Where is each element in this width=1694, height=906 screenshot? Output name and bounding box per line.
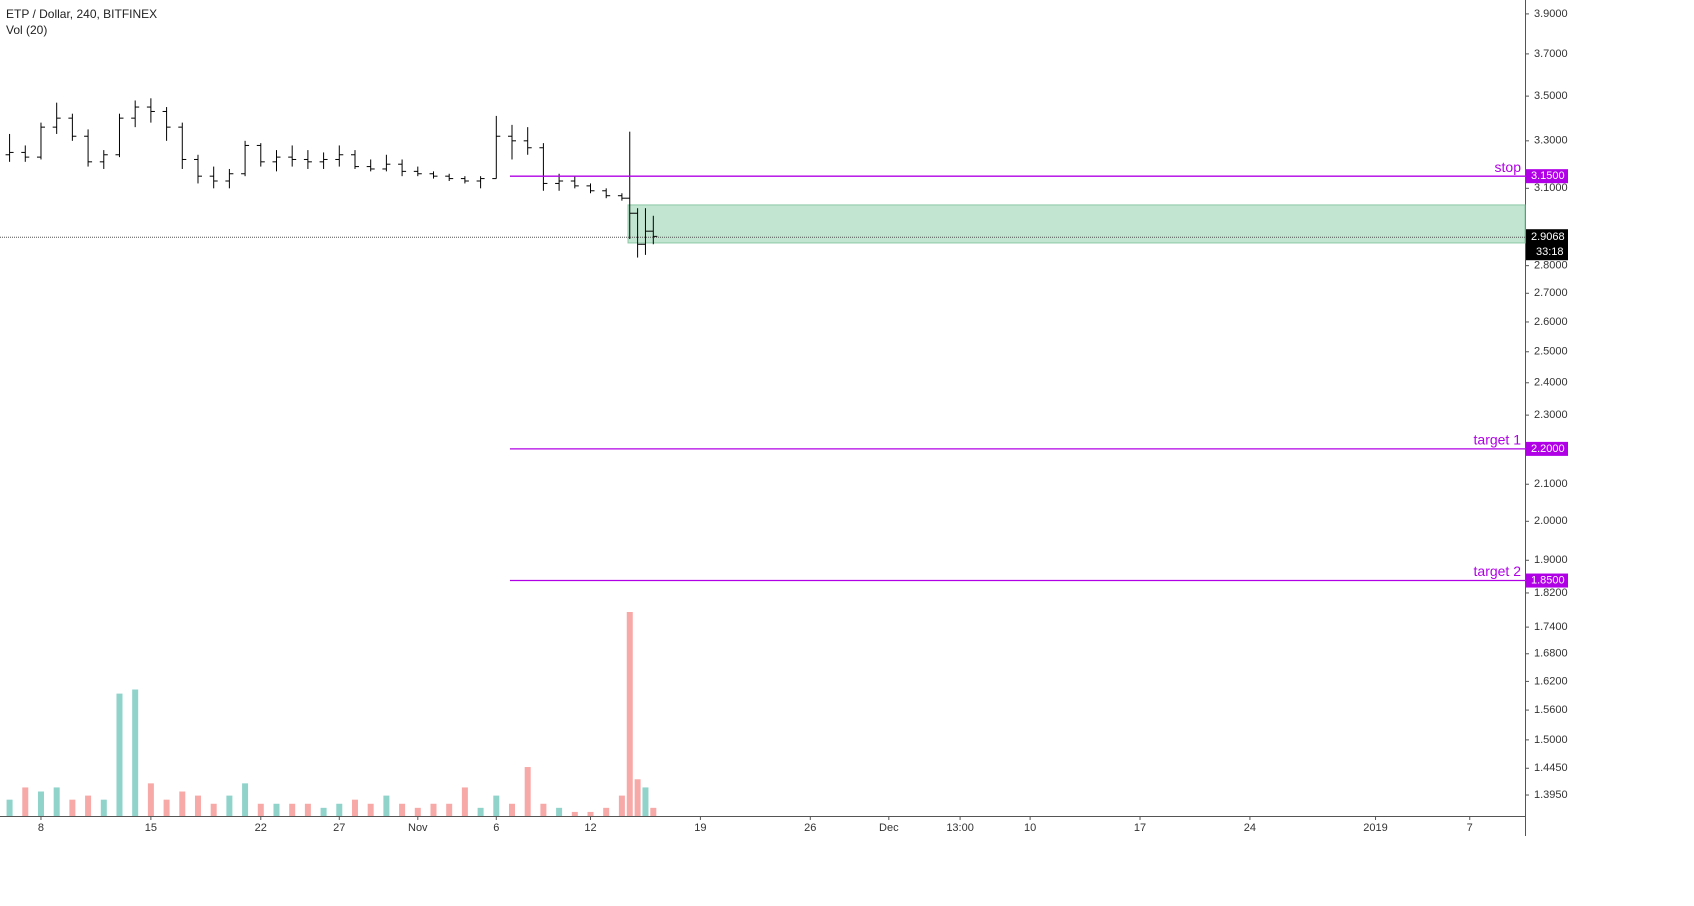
x-tick-label: 27	[333, 822, 345, 834]
x-tick-label: 24	[1244, 822, 1256, 834]
volume-bar	[493, 795, 500, 816]
volume-bar	[524, 767, 531, 816]
volume-bar	[320, 807, 327, 816]
volume-bar	[273, 803, 280, 816]
y-tick-label: 2.3000	[1534, 409, 1568, 421]
chart-title: ETP / Dollar, 240, BITFINEX	[6, 7, 157, 21]
volume-bar	[383, 795, 390, 816]
x-tick-label: Dec	[879, 822, 899, 834]
volume-bar	[446, 803, 453, 816]
volume-bar	[226, 795, 233, 816]
x-tick-label: 19	[694, 822, 706, 834]
volume-bar	[540, 803, 547, 816]
y-tick-label: 3.5000	[1534, 90, 1568, 102]
y-tick-label: 3.7000	[1534, 48, 1568, 60]
x-tick-label: 22	[255, 822, 267, 834]
volume-bar	[508, 803, 515, 816]
indicator-label: Vol (20)	[6, 23, 47, 37]
x-tick-label: 17	[1134, 822, 1146, 834]
volume-bar	[132, 689, 139, 816]
y-tick-label: 1.5000	[1534, 734, 1568, 746]
last-price-label: 2.9068	[1531, 231, 1565, 243]
y-tick-label: 2.8000	[1534, 260, 1568, 272]
volume-bar	[618, 795, 625, 816]
countdown-label: 33:18	[1536, 246, 1564, 258]
volume-bar	[414, 807, 421, 816]
x-tick-label: 6	[493, 822, 499, 834]
y-tick-label: 1.6200	[1534, 675, 1568, 687]
volume-bar	[477, 807, 484, 816]
x-tick-label: 2019	[1363, 822, 1387, 834]
x-tick-label: 12	[584, 822, 596, 834]
x-tick-label: Nov	[408, 822, 428, 834]
volume-bar	[634, 779, 641, 816]
volume-bar	[351, 799, 358, 816]
volume-bar	[37, 791, 44, 816]
volume-bar	[399, 803, 406, 816]
y-tick-label: 1.6800	[1534, 648, 1568, 660]
y-tick-label: 3.9000	[1534, 8, 1568, 20]
volume-bar	[257, 803, 264, 816]
y-tick-label: 2.7000	[1534, 287, 1568, 299]
volume-bar	[571, 811, 578, 816]
x-tick-label: 7	[1467, 822, 1473, 834]
level-tag-label: 2.2000	[1531, 443, 1565, 455]
y-tick-label: 3.3000	[1534, 135, 1568, 147]
volume-bar	[53, 787, 60, 816]
y-tick-label: 1.7400	[1534, 621, 1568, 633]
x-tick-label: 13:00	[946, 822, 974, 834]
y-tick-label: 1.8200	[1534, 587, 1568, 599]
x-tick-label: 10	[1024, 822, 1036, 834]
level-tag	[1526, 573, 1568, 588]
volume-bar	[22, 787, 29, 816]
y-tick-label: 2.5000	[1534, 346, 1568, 358]
volume-bar	[6, 799, 13, 816]
volume-bar	[650, 807, 657, 816]
volume-bar	[430, 803, 437, 816]
volume-bar	[163, 799, 170, 816]
level-tag-label: 3.1500	[1531, 170, 1565, 182]
volume-bar	[194, 795, 201, 816]
last-price-tag	[1526, 229, 1568, 261]
y-tick-label: 2.1000	[1534, 478, 1568, 490]
level-tag	[1526, 441, 1568, 456]
volume-bar	[642, 787, 649, 816]
level-tag	[1526, 169, 1568, 184]
volume-bar	[242, 783, 249, 816]
y-tick-label: 1.9000	[1534, 554, 1568, 566]
volume-bar	[116, 693, 123, 816]
volume-bar	[179, 791, 186, 816]
volume-bar	[603, 807, 610, 816]
volume-bar	[336, 803, 343, 816]
volume-bar	[626, 612, 633, 816]
y-tick-label: 2.0000	[1534, 515, 1568, 527]
x-tick-label: 15	[145, 822, 157, 834]
y-tick-label: 3.1000	[1534, 182, 1568, 194]
volume-bar	[85, 795, 92, 816]
x-tick-label: 26	[804, 822, 816, 834]
y-tick-label: 1.4450	[1534, 762, 1568, 774]
level-name: stop	[1495, 159, 1522, 175]
volume-bar	[587, 811, 594, 816]
y-tick-label: 2.6000	[1534, 316, 1568, 328]
volume-bar	[147, 783, 154, 816]
entry-zone	[627, 204, 1526, 244]
volume-bar	[367, 803, 374, 816]
level-name: target 2	[1474, 563, 1522, 579]
y-tick-label: 1.3950	[1534, 789, 1568, 801]
x-tick-label: 8	[38, 822, 44, 834]
y-tick-label: 2.4000	[1534, 377, 1568, 389]
volume-bar	[210, 803, 217, 816]
volume-bar	[304, 803, 311, 816]
y-tick-label: 1.5600	[1534, 704, 1568, 716]
volume-bar	[556, 807, 563, 816]
volume-bar	[100, 799, 107, 816]
level-name: target 1	[1474, 432, 1522, 448]
volume-bar	[461, 787, 468, 816]
level-tag-label: 1.8500	[1531, 574, 1565, 586]
volume-bar	[289, 803, 296, 816]
volume-bar	[69, 799, 76, 816]
